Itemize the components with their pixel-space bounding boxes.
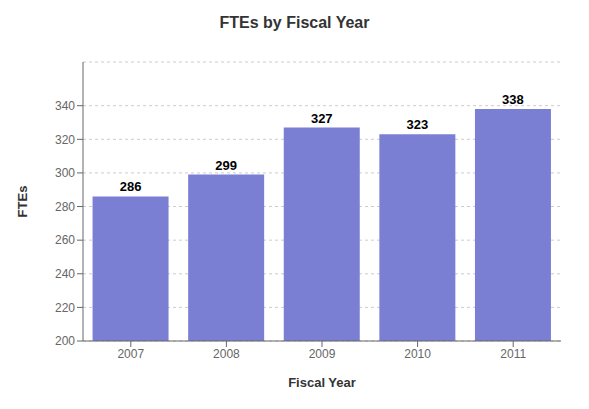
svg-text:260: 260 [55,233,75,247]
svg-text:338: 338 [502,92,524,107]
svg-text:200: 200 [55,334,75,348]
html-text:FTEs by Fiscal Year: FTEs by Fiscal Year [219,14,370,31]
svg-text:220: 220 [55,301,75,315]
svg-text:280: 280 [55,200,75,214]
svg-text:FTEs: FTEs [15,186,30,218]
svg-text:2010: 2010 [404,347,431,361]
svg-text:323: 323 [407,117,429,132]
svg-text:Fiscal Year: Fiscal Year [288,375,356,390]
svg-text:320: 320 [55,133,75,147]
svg-text:300: 300 [55,166,75,180]
svg-text:2009: 2009 [309,347,336,361]
svg-text:299: 299 [215,158,237,173]
svg-text:240: 240 [55,267,75,281]
svg-text:340: 340 [55,99,75,113]
svg-text:2007: 2007 [117,347,144,361]
svg-text:327: 327 [311,111,333,126]
svg-text:2011: 2011 [500,347,526,361]
svg-text:286: 286 [120,179,142,194]
svg-text:2008: 2008 [213,347,240,361]
